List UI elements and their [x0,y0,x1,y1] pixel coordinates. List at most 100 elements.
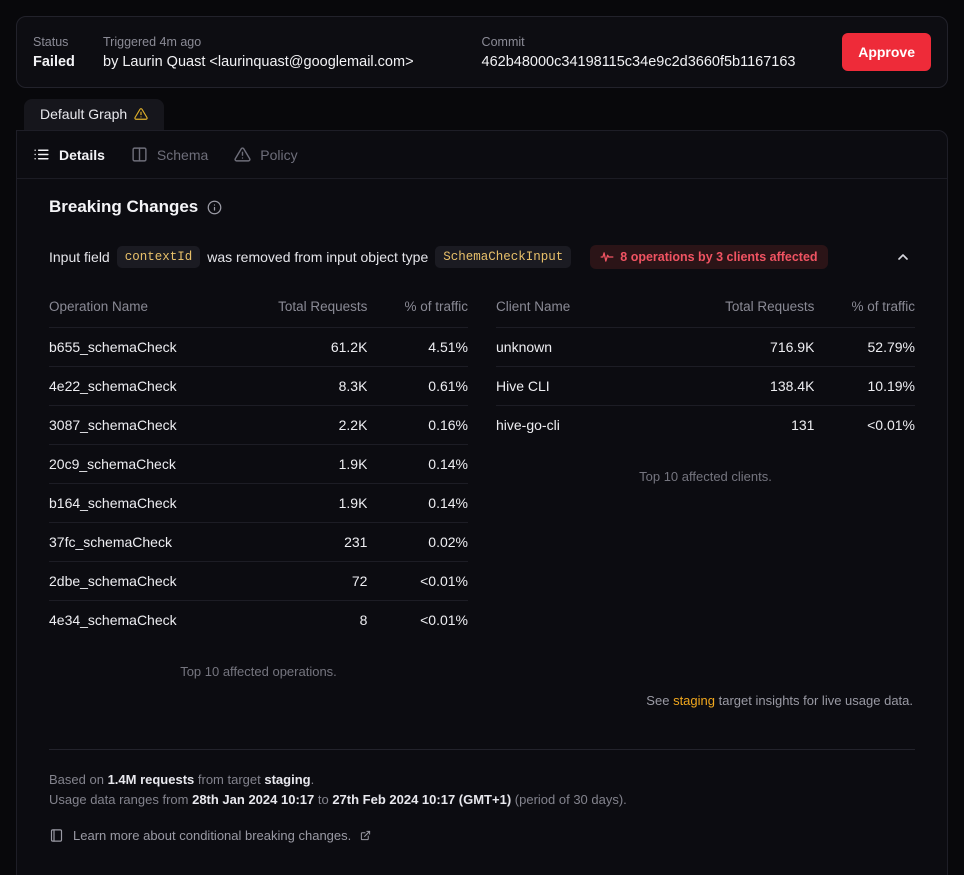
footer: Based on 1.4M requests from target stagi… [49,750,915,843]
status-group: Status Failed [33,34,85,71]
code-chip-type: SchemaCheckInput [435,246,572,268]
clients-table-note: Top 10 affected clients. [639,469,772,484]
footer-request-count: 1.4M requests [107,772,195,787]
commit-hash: 462b48000c34198115c34e9c2d3660f5b1167163 [481,53,796,70]
client-traffic: 52.79% [867,339,915,355]
affected-operations-badge[interactable]: 8 operations by 3 clients affected [590,245,828,269]
table-row: unknown 716.9K 52.79% [496,327,915,367]
footer-based-on: Based on [49,772,104,787]
status-card: Status Failed Triggered 4m ago by Laurin… [16,16,948,88]
learn-more-link[interactable]: Learn more about conditional breaking ch… [49,828,915,843]
columns-icon [131,146,148,163]
operation-name[interactable]: 3087_schemaCheck [49,417,177,433]
operations-table: Operation Name Total Requests % of traff… [49,299,468,639]
operation-requests: 231 [344,534,368,550]
client-name: unknown [496,339,553,355]
client-requests: 138.4K [770,378,815,394]
change-text-before: Input field [49,249,110,265]
table-header-row: Client Name Total Requests % of traffic [496,299,915,328]
footer-range-start: 28th Jan 2024 10:17 [192,792,315,807]
operation-name[interactable]: 4e34_schemaCheck [49,612,177,628]
graph-tab-default-graph[interactable]: Default Graph [24,99,165,130]
operation-name[interactable]: 37fc_schemaCheck [49,534,172,550]
operation-traffic: 0.02% [428,534,468,550]
col-total-requests: Total Requests [725,299,815,314]
tab-policy-label: Policy [260,146,298,163]
client-requests: 716.9K [770,339,815,355]
graph-tab-strip: Default Graph [16,98,948,130]
operation-requests: 72 [351,573,368,589]
operation-requests: 8 [359,612,368,628]
client-name: hive-go-cli [496,417,560,433]
operation-name[interactable]: 20c9_schemaCheck [49,456,176,472]
operation-requests: 1.9K [338,456,368,472]
tab-schema[interactable]: Schema [131,131,208,178]
client-name: Hive CLI [496,378,550,394]
book-icon [49,828,64,843]
operation-traffic: 0.61% [428,378,468,394]
operation-traffic: <0.01% [420,573,468,589]
table-row: 2dbe_schemaCheck 72 <0.01% [49,561,468,601]
code-chip-field: contextId [116,246,201,268]
tables-container: Operation Name Total Requests % of traff… [49,299,915,679]
table-row: b655_schemaCheck 61.2K 4.51% [49,327,468,367]
staging-link[interactable]: staging [673,693,715,708]
tab-schema-label: Schema [156,146,209,163]
footer-range-end: 27th Feb 2024 10:17 (GMT+1) [332,792,512,807]
footer-period: . [310,772,315,787]
external-link-icon [360,830,371,841]
clients-table: Client Name Total Requests % of traffic … [496,299,915,444]
chevron-up-icon[interactable] [891,245,915,269]
footer-range-prefix: Usage data ranges from [49,792,189,807]
operation-traffic: 4.51% [428,339,468,355]
footer-range-line: Usage data ranges from 28th Jan 2024 10:… [49,790,915,810]
learn-more-label: Learn more about conditional breaking ch… [73,828,352,843]
operation-name[interactable]: b164_schemaCheck [49,495,177,511]
footer-range-duration: (period of 30 days). [514,792,627,807]
col-total-requests: Total Requests [278,299,368,314]
page-title: Breaking Changes [49,197,199,216]
operation-traffic: 0.14% [428,495,468,511]
tab-policy[interactable]: Policy [234,131,298,178]
nav-tab-bar: Details Schema Policy [17,131,947,179]
main-card: Details Schema Policy [16,130,948,875]
col-operation-name: Operation Name [49,299,149,314]
table-row: 4e34_schemaCheck 8 <0.01% [49,600,468,640]
activity-pulse-icon [600,250,614,264]
table-row: 4e22_schemaCheck 8.3K 0.61% [49,366,468,406]
see-target-suffix: target insights for live usage data. [718,693,913,708]
footer-from-target: from target [197,772,261,787]
operation-traffic: 0.16% [428,417,468,433]
operation-requests: 1.9K [338,495,368,511]
operation-name[interactable]: b655_schemaCheck [49,339,177,355]
card-body: Breaking Changes Input field contextId w… [17,179,947,843]
tab-details[interactable]: Details [33,131,105,178]
trigger-author: by Laurin Quast <laurinquast@googlemail.… [103,53,414,70]
footer-requests-line: Based on 1.4M requests from target stagi… [49,770,915,790]
change-text-middle: was removed from input object type [207,249,429,265]
operation-requests: 2.2K [338,417,368,433]
commit-group: Commit 462b48000c34198115c34e9c2d3660f5b… [482,34,796,71]
operation-name[interactable]: 4e22_schemaCheck [49,378,177,394]
commit-label: Commit [481,34,525,49]
see-target-insights: See staging target insights for live usa… [49,693,915,708]
col-client-name: Client Name [496,299,571,314]
table-row: Hive CLI 138.4K 10.19% [496,366,915,406]
client-requests: 131 [791,417,815,433]
section-header: Breaking Changes [49,197,915,217]
breaking-change-row: Input field contextId was removed from i… [49,243,915,271]
col-pct-traffic: % of traffic [851,299,915,314]
table-row: hive-go-cli 131 <0.01% [496,405,915,445]
operation-name[interactable]: 2dbe_schemaCheck [49,573,177,589]
circle-info-icon[interactable] [207,200,222,215]
footer-target-name: staging [264,772,311,787]
status-label: Status [33,34,69,49]
divider [49,749,915,750]
table-row: 37fc_schemaCheck 231 0.02% [49,522,468,562]
operation-traffic: <0.01% [420,612,468,628]
operations-table-column: Operation Name Total Requests % of traff… [49,299,468,679]
clients-table-column: Client Name Total Requests % of traffic … [496,299,915,679]
trigger-group: Triggered 4m ago by Laurin Quast <laurin… [103,34,414,71]
approve-button[interactable]: Approve [842,33,931,71]
